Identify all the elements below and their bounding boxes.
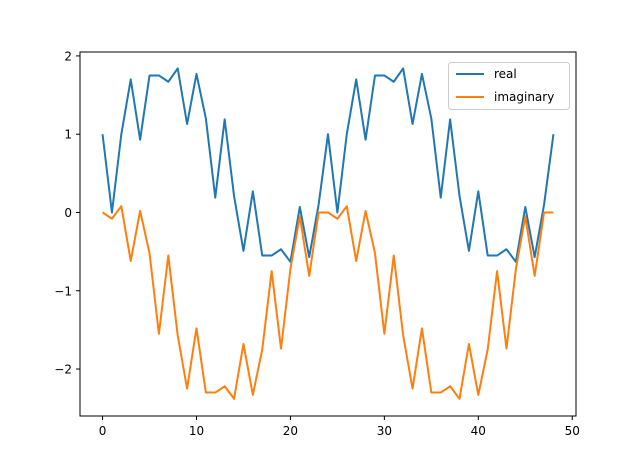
y-tick-label: 2 (64, 49, 72, 63)
y-tick-label: 0 (64, 206, 72, 220)
y-tick-label: −2 (54, 363, 72, 377)
x-tick-label: 40 (471, 424, 486, 438)
x-tick-label: 20 (283, 424, 298, 438)
legend-label-imaginary: imaginary (494, 90, 554, 104)
legend: real imaginary (448, 62, 570, 110)
x-tick-label: 10 (189, 424, 204, 438)
x-tick-label: 0 (99, 424, 107, 438)
y-tick-label: −1 (54, 284, 72, 298)
series-line-imaginary (101, 205, 554, 400)
series-line-real (101, 67, 555, 263)
y-tick-label: 1 (64, 128, 72, 142)
series-layer (101, 67, 555, 400)
x-tick-label: 50 (565, 424, 580, 438)
x-tick-label: 30 (377, 424, 392, 438)
legend-label-real: real (494, 67, 517, 81)
plot-frame (79, 51, 577, 417)
